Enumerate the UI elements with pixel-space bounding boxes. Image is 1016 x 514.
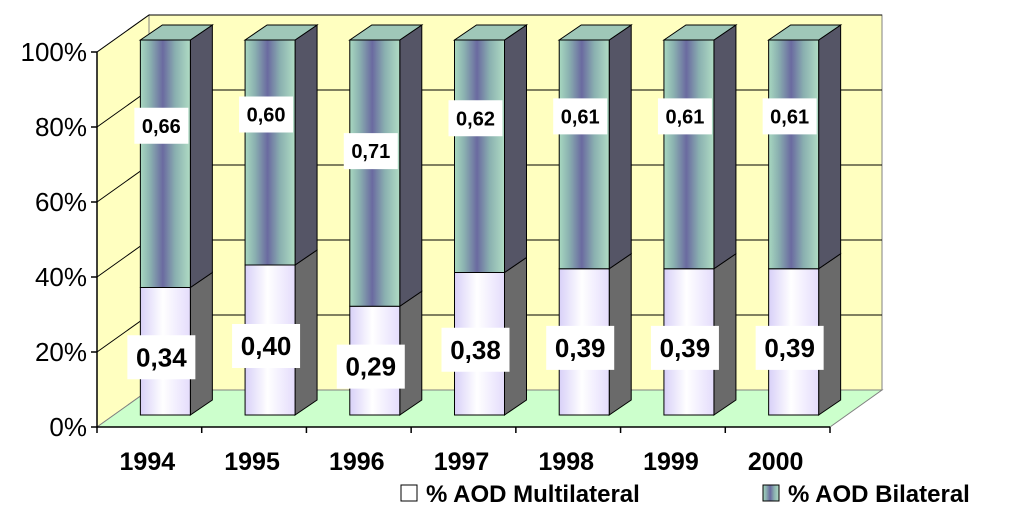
x-category-label: 1995 [224, 448, 280, 476]
data-label-multilateral: 0,39 [555, 333, 606, 363]
x-category-label: 1999 [643, 448, 699, 476]
bar-top-face [557, 24, 633, 41]
y-tick-label: 20% [35, 337, 87, 367]
bar-bilateral [244, 39, 296, 266]
gridline [96, 14, 882, 53]
bar-bilateral-side [713, 24, 737, 270]
data-label-bg [650, 325, 719, 370]
data-label-bg [755, 325, 824, 370]
data-label-bilateral: 0,60 [247, 105, 286, 127]
bar-top-face [138, 24, 214, 41]
data-label-bilateral: 0,62 [456, 108, 495, 130]
bar-group-2000: 0,39 0,61 [755, 24, 843, 416]
bar-bilateral-side [189, 24, 213, 289]
bar-top-face [662, 24, 738, 41]
bar-bilateral [558, 39, 610, 270]
x-category-label: 1996 [329, 448, 385, 476]
bar-group-1997: 0,38 0,62 [441, 24, 529, 416]
data-label-multilateral: 0,40 [241, 331, 292, 361]
bar-group-1995: 0,40 0,60 [232, 24, 319, 416]
bar-group-1996: 0,29 0,71 [336, 24, 424, 416]
bar-group-1998: 0,39 0,61 [546, 24, 633, 416]
bar-bilateral [349, 39, 401, 307]
data-label-multilateral: 0,39 [764, 333, 815, 363]
bar-top-face [767, 24, 843, 41]
data-label-bilateral: 0,61 [665, 106, 704, 128]
bar-bilateral-side [399, 24, 423, 308]
data-label-bg [762, 98, 817, 135]
legend-label-multilateral: % AOD Multilateral [426, 481, 640, 508]
data-label-bilateral: 0,61 [770, 106, 809, 128]
bar-bilateral-side [504, 24, 527, 274]
y-tick-label: 40% [35, 262, 87, 292]
bar-bilateral [663, 39, 715, 270]
data-label-bg [343, 133, 398, 170]
data-label-bg [657, 98, 712, 135]
data-label-bilateral: 0,61 [561, 106, 600, 128]
data-label-bilateral: 0,66 [142, 116, 181, 138]
data-label-bg [441, 327, 510, 372]
bar-top-face [348, 24, 424, 41]
bar-bilateral [768, 39, 820, 270]
bar-group-1999: 0,39 0,61 [650, 24, 738, 416]
bar-bilateral [454, 39, 505, 273]
data-label-bg [336, 344, 405, 389]
bar-bilateral-side [608, 24, 632, 270]
legend-swatch-bilateral [762, 484, 780, 502]
y-tick-label: 80% [35, 112, 87, 142]
bar-top-face [452, 24, 529, 41]
data-label-bg [546, 325, 615, 370]
x-category-label: 1994 [120, 448, 176, 476]
y-tick-label: 60% [35, 187, 87, 217]
data-label-multilateral: 0,39 [660, 333, 711, 363]
legend-swatch-multilateral [400, 484, 418, 502]
x-category-label: 1998 [538, 448, 594, 476]
x-category-label: 1997 [434, 448, 490, 476]
data-label-bg [134, 107, 189, 144]
data-label-bg [239, 96, 294, 133]
bar-bilateral-side [294, 24, 318, 266]
x-category-label: 2000 [748, 448, 804, 476]
y-tick-label: 100% [21, 37, 88, 67]
data-label-bg [448, 100, 503, 137]
data-label-bg [232, 324, 301, 368]
bar-bilateral [139, 39, 191, 288]
data-label-multilateral: 0,29 [345, 352, 396, 382]
data-label-bg [553, 98, 608, 135]
bar-group-1994: 0,34 0,66 [127, 24, 214, 416]
data-label-multilateral: 0,38 [450, 335, 501, 365]
y-tick-label: 0% [49, 412, 87, 442]
data-label-bilateral: 0,71 [351, 141, 390, 163]
data-label-multilateral: 0,34 [136, 342, 187, 372]
bar-bilateral-side [818, 24, 842, 270]
bar-top-face [243, 24, 319, 41]
legend-label-bilateral: % AOD Bilateral [788, 481, 970, 508]
data-label-bg [127, 335, 196, 380]
